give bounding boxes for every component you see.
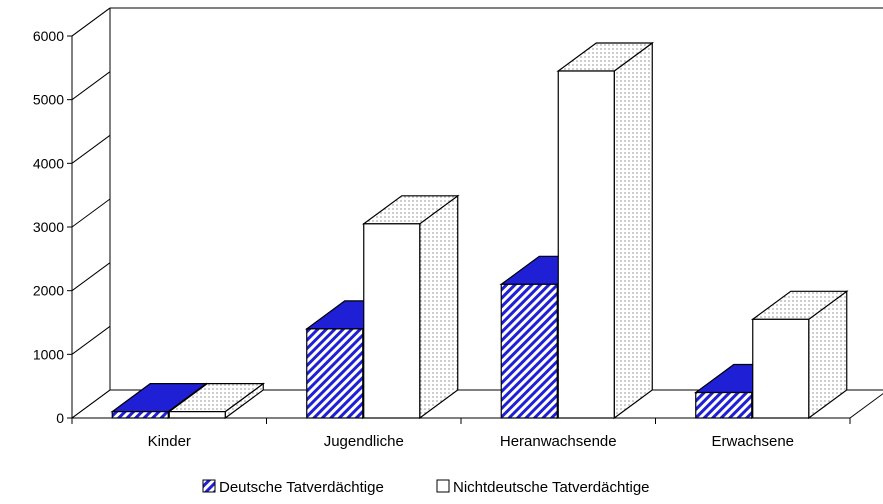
y-tick-depth-line bbox=[71, 325, 111, 355]
bar-front-face bbox=[111, 411, 169, 419]
bar-front-face bbox=[168, 411, 226, 419]
x-category-label: Kinder bbox=[148, 433, 191, 450]
nichtdeutsche-bar bbox=[167, 382, 266, 420]
y-tick-label: 0 bbox=[56, 410, 64, 426]
bar-front-face bbox=[752, 318, 810, 419]
y-tick-depth-line bbox=[71, 198, 111, 228]
y-tick-depth-line bbox=[71, 7, 111, 37]
legend-swatch-nichtdeutsche bbox=[436, 479, 450, 493]
x-category-label: Jugendliche bbox=[324, 433, 404, 450]
y-tick-depth-line bbox=[71, 71, 111, 101]
bar-front-face bbox=[363, 223, 421, 419]
y-tick-label: 6000 bbox=[33, 28, 64, 44]
y-tick-label: 2000 bbox=[33, 283, 64, 299]
legend-label-deutsche: Deutsche Tatverdächtige bbox=[219, 479, 384, 496]
bar-side-face bbox=[419, 194, 459, 420]
y-tick-depth-line bbox=[71, 134, 111, 164]
legend: Deutsche Tatverdächtige Nichtdeutsche Tat… bbox=[202, 479, 650, 496]
x-category-label: Erwachsene bbox=[711, 433, 794, 450]
legend-swatch-deutsche bbox=[202, 479, 216, 493]
bar-front-face bbox=[557, 70, 615, 419]
legend-label-nichtdeutsche: Nichtdeutsche Tatverdächtige bbox=[453, 479, 650, 496]
nichtdeutsche-bar bbox=[556, 41, 655, 420]
y-tick-label: 5000 bbox=[33, 92, 64, 108]
nichtdeutsche-bar bbox=[750, 290, 849, 420]
y-tick-depth-line bbox=[71, 389, 111, 419]
bar-front-face bbox=[695, 391, 753, 419]
bar-side-face bbox=[613, 41, 653, 420]
bars bbox=[110, 41, 849, 420]
y-tick-depth-line bbox=[71, 262, 111, 292]
bar-front-face bbox=[306, 328, 364, 419]
x-category-label: Heranwachsende bbox=[500, 433, 617, 450]
nichtdeutsche-bar bbox=[361, 194, 460, 420]
y-tick-label: 1000 bbox=[33, 346, 64, 362]
y-tick-label: 4000 bbox=[33, 155, 64, 171]
y-axis-ticks: 0 1000 2000 3000 4000 5000 6000 bbox=[33, 7, 851, 426]
bar-front-face bbox=[500, 283, 558, 419]
y-tick-label: 3000 bbox=[33, 219, 64, 235]
x-axis-categories: Kinder Jugendliche Heranwachsende Erwachsen… bbox=[148, 433, 794, 450]
